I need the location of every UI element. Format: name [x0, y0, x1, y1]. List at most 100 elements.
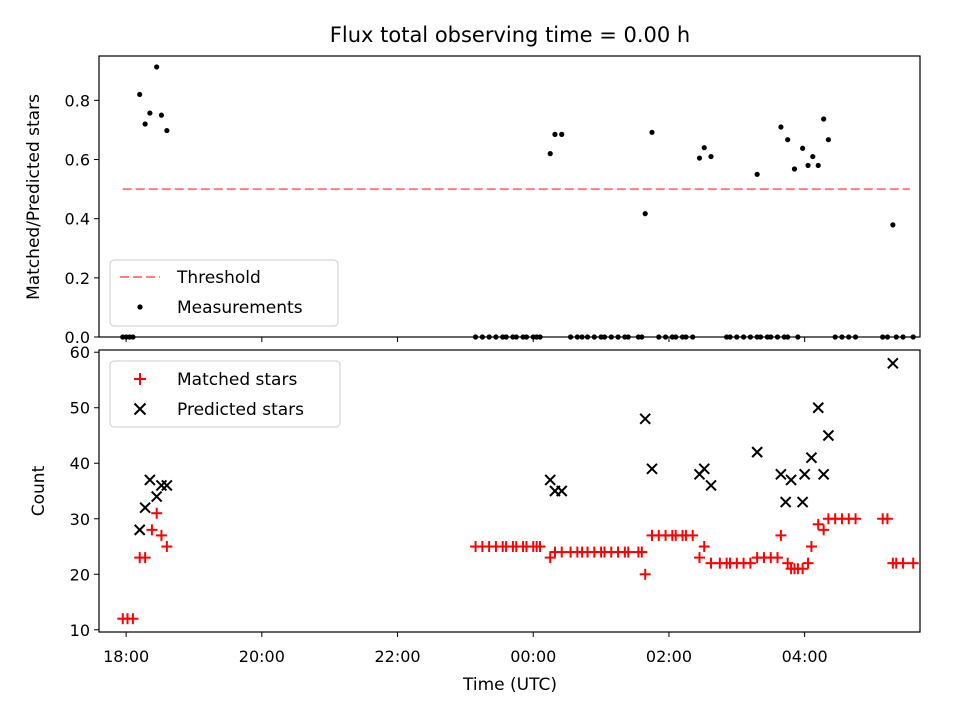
y-tick-label: 60 [70, 343, 90, 362]
measurement-point [778, 124, 784, 130]
y-tick-label: 0.4 [65, 210, 90, 229]
y-tick-label: 0.2 [65, 269, 90, 288]
x-tick-label: 22:00 [374, 647, 420, 666]
matched-point [155, 529, 167, 541]
predicted-point [161, 479, 173, 492]
measurement-point [552, 131, 558, 137]
matched-point [127, 613, 139, 625]
ratio-legend-box [109, 259, 339, 327]
x-tick-label: 04:00 [782, 647, 828, 666]
y-tick-label: 10 [70, 621, 90, 640]
matched-point [534, 541, 546, 553]
matched-point [907, 557, 919, 569]
x-axis-label: Time (UTC) [462, 675, 557, 695]
y-tick-label: 30 [70, 510, 90, 529]
predicted-point [822, 429, 835, 442]
measurement-point [825, 137, 832, 143]
predicted-legend-swatch [133, 402, 147, 416]
predicted-point [698, 463, 710, 475]
measurement-point [754, 171, 760, 177]
ratio-panel: 0.00.20.40.60.8 Matched/Predicted stars … [24, 55, 921, 347]
predicted-point [798, 468, 811, 481]
matched-point [818, 524, 830, 536]
measurement-point [890, 222, 896, 228]
matched-point [805, 541, 817, 553]
predicted-point [646, 463, 658, 475]
matched-point [775, 529, 787, 541]
x-tick-label: 02:00 [646, 647, 692, 666]
y-tick-label: 20 [70, 565, 90, 584]
matched-point [797, 563, 809, 575]
predicted-point [775, 468, 787, 481]
matched-point [897, 557, 909, 569]
matched-point [544, 552, 556, 564]
predicted-point [556, 485, 568, 497]
predicted-point [751, 446, 763, 458]
measurement-point [708, 153, 714, 160]
measurement-point [164, 127, 170, 134]
count-panel-frame [98, 349, 921, 633]
predicted-point [805, 451, 818, 464]
measurement-point [142, 121, 148, 127]
measurement-point [547, 151, 553, 157]
measurement-point [810, 153, 816, 160]
matched-point [693, 552, 705, 564]
matched-legend-label: Matched stars [177, 370, 297, 390]
x-tick-label: 18:00 [103, 647, 149, 666]
y-tick-label: 50 [70, 399, 90, 418]
measurement-point [785, 137, 791, 143]
ratio-y-axis-label: Matched/Predicted stars [24, 94, 44, 300]
measurement-point [559, 131, 565, 137]
predicted-point [785, 474, 797, 486]
matched-point [812, 518, 824, 530]
matched-point [744, 557, 756, 569]
predicted-point [139, 501, 151, 514]
measurement-point [137, 91, 143, 98]
x-tick-label: 20:00 [239, 647, 285, 666]
matched-legend-swatch [134, 373, 146, 385]
y-tick-label: 0.6 [65, 151, 90, 170]
ratio-axes: 0.0 0.2 0.4 0.6 0.8 [65, 91, 806, 347]
matched-point [802, 557, 814, 569]
measurement-point [642, 211, 648, 217]
predicted-point [887, 357, 899, 370]
matched-point [782, 557, 794, 569]
matched-point [139, 552, 151, 564]
measurement-point [701, 145, 707, 151]
measurement-point [821, 116, 827, 122]
predicted-point [812, 402, 824, 414]
matched-point [639, 568, 651, 580]
matched-point [881, 513, 893, 525]
y-tick-label: 0.8 [65, 91, 90, 110]
measurement-point [696, 155, 703, 161]
measurement-point [147, 110, 153, 116]
y-tick-label: 40 [70, 454, 90, 473]
predicted-point [144, 474, 156, 486]
predicted-point [544, 474, 556, 486]
count-axes: 10 20 30 40 50 60 18:00 20:00 22:00 00:00 02:00 04:… [70, 343, 828, 666]
matched-point [151, 507, 163, 519]
count-y-axis-label: Count [29, 465, 49, 516]
predicted-point [134, 524, 146, 536]
matched-point [146, 524, 158, 536]
measurement-point [791, 166, 798, 172]
predicted-point [150, 490, 163, 503]
measurement-point [815, 162, 821, 169]
count-marks [117, 357, 919, 625]
y-tick-label: 0.0 [65, 328, 90, 347]
measurement-point [649, 129, 655, 135]
measurements-legend-swatch [137, 304, 143, 310]
matched-point [636, 546, 648, 558]
matched-point [687, 529, 699, 541]
count-panel: 10 20 30 40 50 60 18:00 20:00 22:00 00:00 02:00 04:… [29, 343, 921, 695]
predicted-point [155, 479, 168, 492]
matched-point [622, 546, 634, 558]
matched-point [850, 513, 862, 525]
matched-point [772, 552, 784, 564]
measurement-point [158, 112, 165, 118]
ratio-panel-frame [98, 55, 921, 338]
chart-title: Flux total observing time = 0.00 h [330, 23, 690, 47]
measurements-legend-label: Measurements [177, 298, 303, 318]
matched-point [161, 541, 173, 553]
